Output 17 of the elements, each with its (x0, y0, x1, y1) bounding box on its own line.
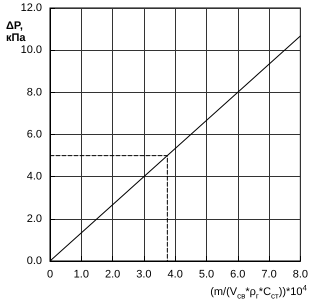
x-tick-label: 0 (46, 268, 54, 280)
y-axis-title: ΔP, кПа (6, 20, 26, 44)
y-tick-label: 4.0 (26, 170, 42, 183)
y-tick-label: 2.0 (26, 212, 42, 225)
x-tick-label: 5.0 (198, 268, 214, 280)
x-tick-label: 7.0 (261, 268, 277, 280)
y-tick-label: 0.0 (26, 255, 42, 267)
x-tick-label: 6.0 (230, 268, 246, 280)
x-tick-label: 8.0 (292, 268, 308, 280)
x-tick-label: 3.0 (136, 268, 152, 280)
y-tick-label: 6.0 (26, 128, 42, 140)
x-tick-label: 4.0 (168, 268, 183, 280)
y-tick-label: 10.0 (20, 44, 42, 56)
x-tick-label: 2.0 (104, 268, 120, 280)
y-tick-label: 8.0 (26, 86, 42, 98)
x-tick-label: 1.0 (74, 268, 89, 280)
y-tick-label: 12.0 (20, 2, 42, 14)
